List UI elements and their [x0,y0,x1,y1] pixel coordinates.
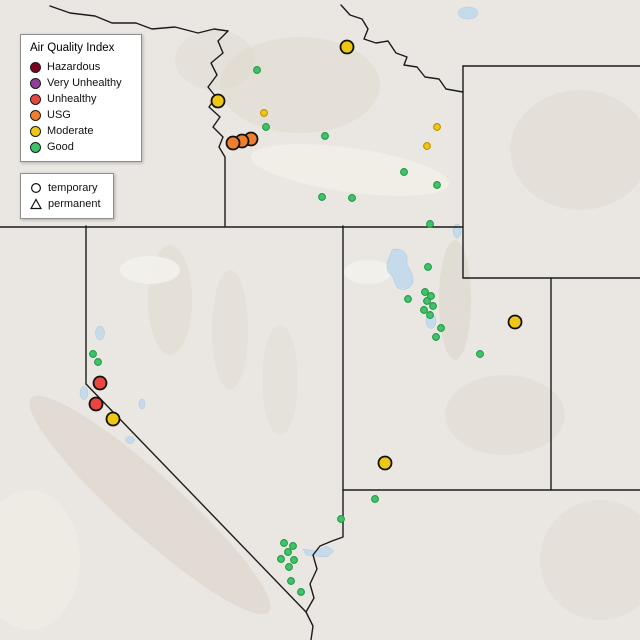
legend-label-unhealthy: Unhealthy [47,93,97,105]
monitor-marker-good-small[interactable] [432,333,440,341]
lake-mono [125,436,135,444]
legend-item-moderate: Moderate [30,123,132,139]
monitor-marker-good-small[interactable] [433,181,441,189]
monitor-marker-good-small[interactable] [437,324,445,332]
moderate-swatch [30,125,41,137]
legend-item-temporary: temporary [30,180,104,196]
legend-item-permanent: permanent [30,196,104,212]
legend-label-moderate: Moderate [47,125,94,137]
monitor-marker-good-small[interactable] [426,311,434,319]
good-swatch [30,141,41,153]
monitor-marker-good-small[interactable] [424,263,432,271]
monitor-marker-moderate-large[interactable] [105,411,121,427]
terrain-shading [0,30,640,630]
aqi-legend-title: Air Quality Index [30,42,115,54]
monitor-marker-usg-large[interactable] [225,135,241,151]
monitor-marker-good-small[interactable] [89,350,97,358]
monitor-marker-good-small[interactable] [427,292,435,300]
monitor-marker-good-small[interactable] [404,295,412,303]
monitor-marker-good-small[interactable] [426,220,434,228]
shape-legend: temporary permanent [20,173,114,219]
monitor-marker-good-small[interactable] [348,194,356,202]
monitor-marker-moderate-large[interactable] [339,39,355,55]
monitor-marker-good-small[interactable] [421,288,429,296]
monitor-markers-layer [88,39,523,596]
monitor-marker-good-small[interactable] [253,66,261,74]
monitor-marker-good-small[interactable] [318,193,326,201]
legend-item-hazardous: Hazardous [30,59,132,75]
monitor-marker-good-small[interactable] [94,358,102,366]
monitor-marker-good-small[interactable] [321,132,329,140]
lakes [79,6,479,558]
legend-label-good: Good [47,141,74,153]
permanent-triangle-icon [30,198,42,210]
monitor-marker-good-small[interactable] [287,577,295,585]
legend-item-very_unhealthy: Very Unhealthy [30,75,132,91]
monitor-marker-good-small[interactable] [420,306,428,314]
monitor-marker-moderate-large[interactable] [377,455,393,471]
monitor-marker-moderate-large[interactable] [210,93,226,109]
very_unhealthy-swatch [30,77,41,89]
legend-label-very_unhealthy: Very Unhealthy [47,77,122,89]
monitor-marker-unhealthy-large[interactable] [92,375,108,391]
unhealthy-swatch [30,93,41,105]
aqi-legend: Air Quality Index Hazardous Very Unhealth… [20,34,142,162]
monitor-marker-good-small[interactable] [289,542,297,550]
monitor-marker-good-small[interactable] [400,168,408,176]
legend-item-usg: USG [30,107,132,123]
monitor-marker-good-small[interactable] [285,563,293,571]
monitor-marker-good-small[interactable] [290,556,298,564]
temporary-circle-icon [30,182,42,194]
aqi-legend-items: Hazardous Very Unhealthy Unhealthy USG Moder… [30,59,132,155]
monitor-marker-good-small[interactable] [277,555,285,563]
monitor-marker-good-small[interactable] [429,302,437,310]
legend-label-hazardous: Hazardous [47,61,101,73]
monitor-marker-moderate-small[interactable] [433,123,441,131]
monitor-marker-good-small[interactable] [297,588,305,596]
lake-tahoe [79,386,89,400]
monitor-marker-good-small[interactable] [423,297,431,305]
legend-label-permanent: permanent [48,198,101,210]
monitor-marker-good-small[interactable] [262,123,270,131]
lake-bear-lake [452,223,462,239]
legend-item-unhealthy: Unhealthy [30,91,132,107]
lake-north [457,6,479,20]
monitor-marker-unhealthy-large[interactable] [88,396,104,412]
legend-item-good: Good [30,139,132,155]
monitor-marker-moderate-small[interactable] [423,142,431,150]
usg-swatch [30,109,41,121]
lake-great-salt-lake [386,248,414,290]
monitor-marker-moderate-large[interactable] [507,314,523,330]
hazardous-swatch [30,61,41,73]
lake-walker [138,398,146,410]
monitor-marker-good-small[interactable] [476,350,484,358]
legend-label-usg: USG [47,109,71,121]
monitor-marker-good-small[interactable] [284,548,292,556]
legend-label-temporary: temporary [48,182,98,194]
monitor-marker-good-small[interactable] [371,495,379,503]
monitor-marker-moderate-small[interactable] [260,109,268,117]
monitor-marker-good-small[interactable] [280,539,288,547]
lake-pyramid [95,325,105,341]
monitor-marker-good-small[interactable] [337,515,345,523]
